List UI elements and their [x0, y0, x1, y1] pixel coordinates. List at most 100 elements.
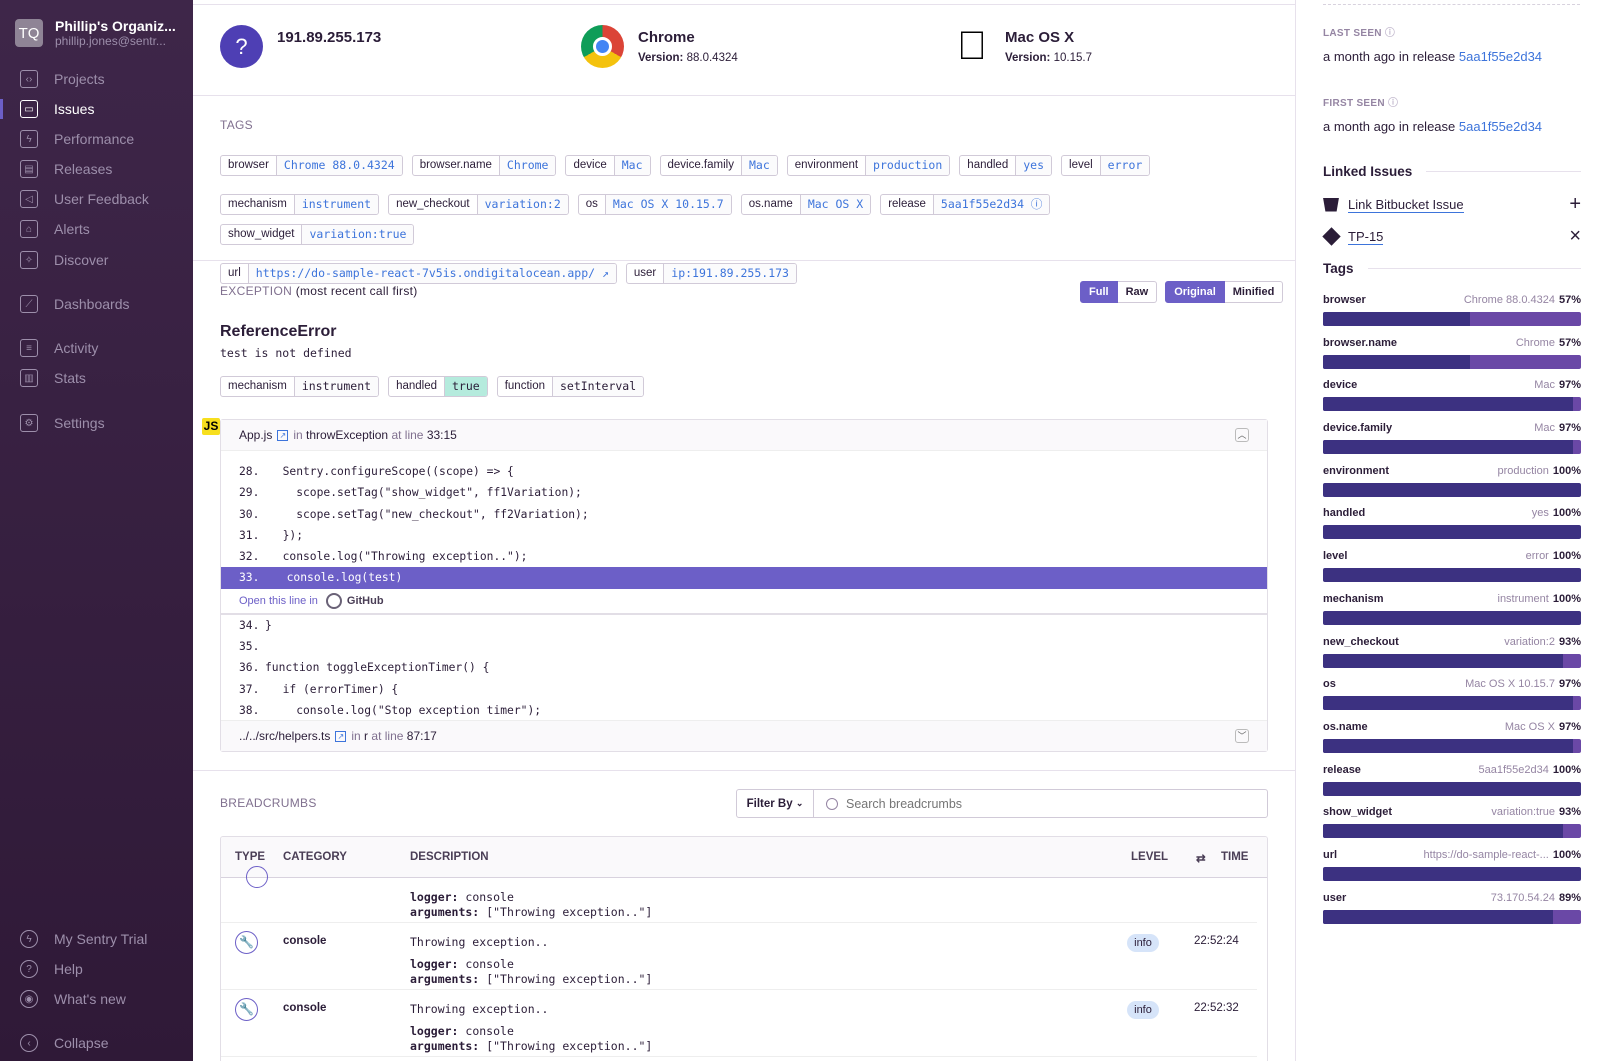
tag-pill-environment[interactable]: environment production	[786, 155, 951, 176]
tag-value[interactable]: instrument	[294, 195, 379, 214]
tag-distribution-release[interactable]: release 5aa1f55e2d34 100%	[1323, 764, 1581, 807]
tag-value[interactable]: Mac	[614, 156, 650, 175]
open-link-icon[interactable]: ↗	[335, 730, 347, 742]
sidebar-item-activity[interactable]: ≡ Activity	[0, 335, 193, 361]
help-icon[interactable]: ⓘ	[1384, 28, 1396, 39]
tag-pill-os[interactable]: os Mac OS X 10.15.7	[577, 194, 732, 215]
minified-button[interactable]: Minified	[1224, 281, 1284, 303]
help-icon[interactable]: ⓘ	[1388, 98, 1399, 109]
tag-name: release	[1323, 763, 1361, 776]
tag-distribution-os[interactable]: os Mac OS X 10.15.7 97%	[1323, 678, 1581, 721]
sidebar-item-settings[interactable]: ⚙ Settings	[0, 410, 193, 436]
breadcrumb-search-input[interactable]	[846, 796, 1267, 811]
chevron-down-icon[interactable]: ﹀	[1235, 729, 1249, 743]
sidebar-item-issues[interactable]: ▭ Issues	[0, 96, 193, 122]
tag-distribution-environment[interactable]: environment production 100%	[1323, 465, 1581, 508]
sort-icon[interactable]: ⇄	[1196, 853, 1206, 865]
tag-value[interactable]: variation:true	[302, 225, 414, 244]
chevron-up-icon[interactable]: ︿	[1235, 428, 1249, 442]
sidebar-item-label: Releases	[54, 161, 113, 177]
table-row[interactable]: 🔧 console Throwing exception.. logger: cons…	[221, 990, 1257, 1057]
tag-value[interactable]: production	[866, 156, 950, 175]
table-row[interactable]: 🔧 console Throwing exception.. logger: cons…	[221, 923, 1257, 990]
sidebar-item-collapse[interactable]: ‹ Collapse	[0, 1030, 193, 1056]
tag-pill-handled[interactable]: handled yes	[959, 155, 1053, 176]
tag-value[interactable]: yes	[1016, 156, 1052, 175]
bitbucket-icon	[1323, 197, 1339, 212]
tag-pill-new_checkout[interactable]: new_checkout variation:2	[388, 194, 569, 215]
tag-distribution-show_widget[interactable]: show_widget variation:true 93%	[1323, 806, 1581, 849]
tag-distribution-browser-name[interactable]: browser.name Chrome 57%	[1323, 337, 1581, 380]
tag-value[interactable]: Mac OS X 10.15.7	[605, 195, 731, 214]
tag-bar	[1323, 397, 1581, 412]
sidebar-item-releases[interactable]: ▤ Releases	[0, 156, 193, 182]
github-icon[interactable]	[325, 592, 342, 609]
tag-value[interactable]: Mac OS X	[800, 195, 871, 214]
raw-button[interactable]: Raw	[1117, 281, 1158, 303]
org-switcher[interactable]: TQ Phillip's Organiz... phillip.jones@se…	[15, 18, 176, 48]
sidebar-item-dashboards[interactable]: ⟋ Dashboards	[0, 291, 193, 317]
tag-value[interactable]: 5aa1f55e2d34 ⓘ	[933, 195, 1050, 214]
tag-distribution-device-family[interactable]: device.family Mac 97%	[1323, 422, 1581, 465]
sidebar-item-what-s-new[interactable]: ◉ What's new	[0, 986, 193, 1012]
tag-pill-show_widget[interactable]: show_widget variation:true	[220, 224, 415, 245]
tag-pill-os-name[interactable]: os.name Mac OS X	[740, 194, 872, 215]
tag-pill-release[interactable]: release 5aa1f55e2d34 ⓘ	[880, 194, 1051, 215]
tag-bar	[1323, 781, 1581, 796]
release-link[interactable]: 5aa1f55e2d34	[1458, 119, 1543, 134]
tag-pill-device-family[interactable]: device.family Mac	[659, 155, 778, 176]
tag-value[interactable]: Mac	[741, 156, 777, 175]
tag-value[interactable]: variation:2	[477, 195, 568, 214]
table-row: logger: console arguments: ["Throwing ex…	[221, 866, 1257, 923]
tag-distribution-os-name[interactable]: os.name Mac OS X 97%	[1323, 721, 1581, 764]
chrome-icon	[581, 25, 624, 68]
tag-value[interactable]: https://do-sample-react-7v5is.ondigitalo…	[248, 264, 616, 283]
linked-issue-tp-15[interactable]: TP-15	[1348, 228, 1384, 245]
frame-header-2[interactable]: ../../src/helpers.ts ↗ in r at line 87:1…	[221, 720, 1267, 751]
tag-value[interactable]: ip:191.89.255.173	[664, 264, 796, 283]
tag-value[interactable]: Chrome 88.0.4324	[276, 156, 402, 175]
sidebar-item-alerts[interactable]: ⌂ Alerts	[0, 216, 193, 242]
tag-distribution-handled[interactable]: handled yes 100%	[1323, 507, 1581, 550]
tag-distribution-url[interactable]: url https://do-sample-react-... 100%	[1323, 849, 1581, 892]
tag-pill-device[interactable]: device Mac	[565, 155, 651, 176]
tag-pill-browser-name[interactable]: browser.name Chrome	[411, 155, 557, 176]
sidebar-item-stats[interactable]: ▥ Stats	[0, 365, 193, 391]
open-link-icon[interactable]: ↗	[277, 429, 289, 441]
tag-pill-level[interactable]: level error	[1061, 155, 1151, 176]
sidebar-item-label: Dashboards	[54, 296, 130, 312]
tag-key: url	[221, 264, 249, 283]
tag-value[interactable]: error	[1100, 156, 1150, 175]
github-link[interactable]: GitHub	[346, 594, 384, 607]
sidebar-item-my-sentry-trial[interactable]: ϟ My Sentry Trial	[0, 926, 193, 952]
tag-distribution-mechanism[interactable]: mechanism instrument 100%	[1323, 593, 1581, 636]
open-in-github-row: Open this line in GitHub	[221, 589, 1267, 615]
tag-distribution-level[interactable]: level error 100%	[1323, 550, 1581, 593]
tag-key: environment	[788, 156, 867, 175]
close-icon[interactable]: ×	[1569, 225, 1581, 247]
full-button[interactable]: Full	[1080, 281, 1118, 303]
tag-distribution-new_checkout[interactable]: new_checkout variation:2 93%	[1323, 636, 1581, 679]
sidebar-item-performance[interactable]: ϟ Performance	[0, 126, 193, 152]
col-time[interactable]: TIME	[1221, 851, 1249, 863]
tag-pill-user[interactable]: user ip:191.89.255.173	[625, 263, 797, 284]
sidebar-item-help[interactable]: ? Help	[0, 956, 193, 982]
tag-distribution-device[interactable]: device Mac 97%	[1323, 379, 1581, 422]
tag-value[interactable]: Chrome	[499, 156, 556, 175]
tag-distribution-user[interactable]: user 73.170.54.24 89%	[1323, 892, 1581, 935]
tag-name: user	[1323, 891, 1347, 904]
tag-distribution-browser[interactable]: browser Chrome 88.0.4324 57%	[1323, 294, 1581, 337]
sidebar-item-user-feedback[interactable]: ◁ User Feedback	[0, 186, 193, 212]
tag-pill-mechanism[interactable]: mechanism instrument	[220, 194, 380, 215]
col-category: CATEGORY	[283, 851, 347, 863]
tag-pill-url[interactable]: url https://do-sample-react-7v5is.ondigit…	[220, 263, 617, 284]
tag-pill-browser[interactable]: browser Chrome 88.0.4324	[220, 155, 403, 176]
frame-header[interactable]: App.js ↗ in throwException at line 33:15…	[221, 420, 1267, 451]
plus-icon[interactable]: +	[1569, 193, 1581, 215]
sidebar-item-discover[interactable]: ✧ Discover	[0, 247, 193, 273]
release-link[interactable]: 5aa1f55e2d34	[1458, 49, 1543, 64]
original-button[interactable]: Original	[1165, 281, 1225, 303]
link-bitbucket-issue[interactable]: Link Bitbucket Issue	[1348, 196, 1464, 213]
filter-by-dropdown[interactable]: Filter By ⌄	[737, 790, 814, 817]
sidebar-item-projects[interactable]: ‹› Projects	[0, 66, 193, 92]
